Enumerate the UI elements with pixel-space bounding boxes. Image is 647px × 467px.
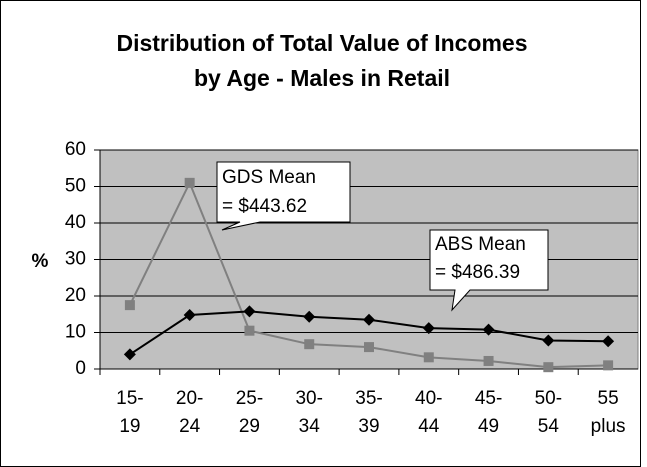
x-tick-label: 30- (295, 388, 322, 409)
marker (363, 313, 375, 326)
chart-title: Distribution of Total Value of Incomes (116, 30, 527, 56)
marker (602, 335, 615, 348)
marker (304, 339, 315, 350)
x-tick-label: 39 (358, 416, 379, 437)
y-tick-label: 0 (75, 358, 86, 379)
chart-title: by Age - Males in Retail (194, 65, 450, 91)
x-tick-label: 44 (418, 416, 440, 437)
marker (603, 360, 614, 371)
x-tick-label: 50- (535, 388, 562, 409)
marker (243, 305, 256, 318)
marker (423, 352, 434, 363)
annotation: = $486.39 (435, 262, 520, 283)
marker (422, 322, 435, 335)
marker (124, 300, 135, 311)
x-tick-label: 20- (176, 388, 203, 409)
x-tick-label: 34 (299, 416, 321, 437)
x-tick-label: 45- (475, 388, 502, 409)
y-tick-label: 60 (65, 139, 86, 160)
annotation: ABS Mean (435, 234, 526, 255)
y-tick-label: 20 (65, 285, 86, 306)
y-tick-label: 50 (65, 176, 86, 197)
y-tick-label: 40 (65, 212, 86, 233)
x-tick-label: 54 (538, 416, 560, 437)
y-tick-label: 30 (65, 249, 86, 270)
y-axis-label: % (32, 251, 49, 272)
marker (364, 342, 374, 353)
x-tick-label: 35- (355, 388, 382, 409)
x-tick-label: 55 (598, 388, 619, 409)
x-tick-label: plus (591, 416, 626, 437)
annotation: GDS Mean (222, 167, 316, 188)
marker (244, 325, 255, 336)
marker (184, 177, 195, 188)
x-tick-label: 29 (239, 416, 260, 437)
x-tick-label: 25- (236, 388, 263, 409)
annotation: = $443.62 (222, 196, 307, 217)
marker (483, 355, 494, 366)
marker (303, 310, 316, 323)
marker (482, 323, 495, 336)
x-tick-label: 49 (478, 416, 499, 437)
callout-box (216, 161, 351, 231)
marker (183, 308, 196, 321)
y-tick-label: 10 (65, 322, 86, 343)
x-tick-label: 19 (119, 416, 140, 437)
marker (543, 362, 554, 373)
x-tick-label: 40- (415, 388, 442, 409)
marker (542, 334, 555, 347)
callout-box (429, 229, 549, 312)
x-tick-label: 24 (179, 416, 201, 437)
marker (123, 348, 136, 361)
x-tick-label: 15- (116, 388, 143, 409)
